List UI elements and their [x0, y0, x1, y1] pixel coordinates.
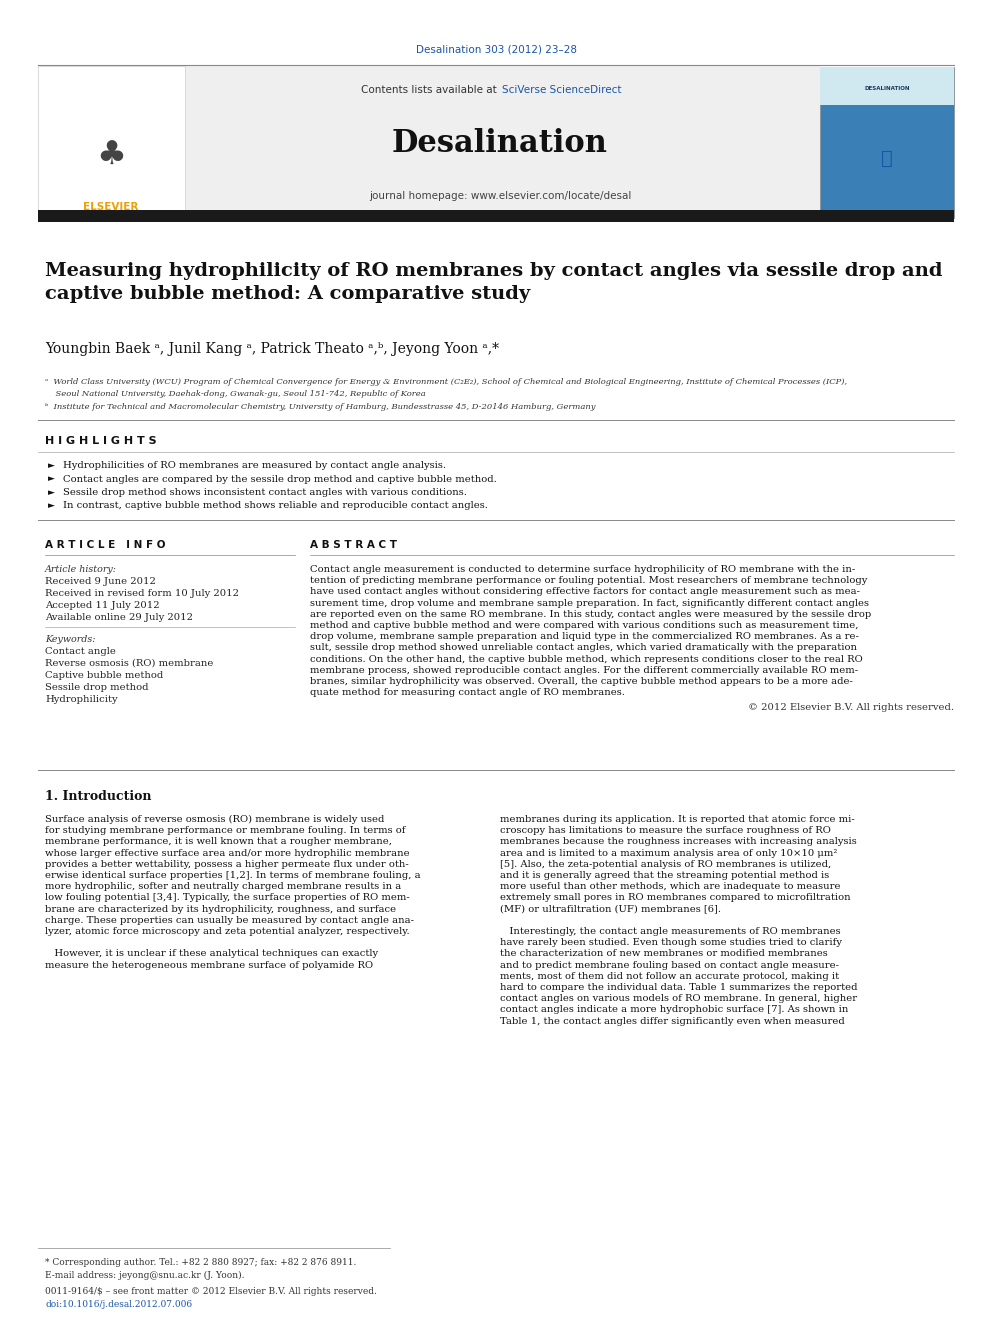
Text: brane are characterized by its hydrophilicity, roughness, and surface: brane are characterized by its hydrophil…	[45, 905, 396, 914]
Text: Table 1, the contact angles differ significantly even when measured: Table 1, the contact angles differ signi…	[500, 1016, 845, 1025]
Text: ♣: ♣	[96, 139, 126, 172]
Text: ►: ►	[48, 475, 55, 483]
Text: more hydrophilic, softer and neutrally charged membrane results in a: more hydrophilic, softer and neutrally c…	[45, 882, 401, 892]
Text: measure the heterogeneous membrane surface of polyamide RO: measure the heterogeneous membrane surfa…	[45, 960, 373, 970]
Text: Youngbin Baek ᵃ, Junil Kang ᵃ, Patrick Theato ᵃ,ᵇ, Jeyong Yoon ᵃ,*: Youngbin Baek ᵃ, Junil Kang ᵃ, Patrick T…	[45, 343, 499, 356]
Text: Seoul National University, Daehak-dong, Gwanak-gu, Seoul 151-742, Republic of Ko: Seoul National University, Daehak-dong, …	[45, 390, 426, 398]
Bar	[820, 67, 954, 105]
Text: quate method for measuring contact angle of RO membranes.: quate method for measuring contact angle…	[310, 688, 625, 697]
Text: Desalination 303 (2012) 23–28: Desalination 303 (2012) 23–28	[416, 45, 576, 56]
Text: (MF) or ultrafiltration (UF) membranes [6].: (MF) or ultrafiltration (UF) membranes […	[500, 905, 721, 914]
Bar	[38, 66, 185, 220]
Bar	[38, 210, 954, 222]
Text: In contrast, captive bubble method shows reliable and reproducible contact angle: In contrast, captive bubble method shows…	[63, 501, 488, 511]
Text: are reported even on the same RO membrane. In this study, contact angles were me: are reported even on the same RO membran…	[310, 610, 871, 619]
Text: membrane process, showed reproducible contact angles. For the different commerci: membrane process, showed reproducible co…	[310, 665, 858, 675]
Bar	[185, 66, 820, 220]
Text: croscopy has limitations to measure the surface roughness of RO: croscopy has limitations to measure the …	[500, 826, 831, 835]
Text: ments, most of them did not follow an accurate protocol, making it: ments, most of them did not follow an ac…	[500, 972, 839, 980]
Text: [5]. Also, the zeta-potential analysis of RO membranes is utilized,: [5]. Also, the zeta-potential analysis o…	[500, 860, 831, 869]
Text: and to predict membrane fouling based on contact angle measure-: and to predict membrane fouling based on…	[500, 960, 839, 970]
Text: Captive bubble method: Captive bubble method	[45, 671, 164, 680]
Text: whose larger effective surface area and/or more hydrophilic membrane: whose larger effective surface area and/…	[45, 848, 410, 857]
Text: ►: ►	[48, 460, 55, 470]
Text: area and is limited to a maximum analysis area of only 10×10 μm²: area and is limited to a maximum analysi…	[500, 848, 837, 857]
Text: tention of predicting membrane performance or fouling potential. Most researcher: tention of predicting membrane performan…	[310, 577, 867, 585]
Text: Received 9 June 2012: Received 9 June 2012	[45, 577, 156, 586]
Text: Hydrophilicity: Hydrophilicity	[45, 695, 118, 704]
Text: Hydrophilicities of RO membranes are measured by contact angle analysis.: Hydrophilicities of RO membranes are mea…	[63, 460, 446, 470]
Text: membrane performance, it is well known that a rougher membrane,: membrane performance, it is well known t…	[45, 837, 392, 847]
Text: hard to compare the individual data. Table 1 summarizes the reported: hard to compare the individual data. Tab…	[500, 983, 857, 992]
Text: Reverse osmosis (RO) membrane: Reverse osmosis (RO) membrane	[45, 659, 213, 668]
Text: membranes during its application. It is reported that atomic force mi-: membranes during its application. It is …	[500, 815, 855, 824]
Text: drop volume, membrane sample preparation and liquid type in the commercialized R: drop volume, membrane sample preparation…	[310, 632, 859, 642]
Text: doi:10.1016/j.desal.2012.07.006: doi:10.1016/j.desal.2012.07.006	[45, 1301, 192, 1308]
Text: A B S T R A C T: A B S T R A C T	[310, 540, 397, 550]
Text: H I G H L I G H T S: H I G H L I G H T S	[45, 437, 157, 446]
Text: Keywords:: Keywords:	[45, 635, 95, 644]
Text: Measuring hydrophilicity of RO membranes by contact angles via sessile drop and
: Measuring hydrophilicity of RO membranes…	[45, 262, 942, 303]
Text: 💧: 💧	[881, 148, 893, 168]
Text: Accepted 11 July 2012: Accepted 11 July 2012	[45, 601, 160, 610]
Text: extremely small pores in RO membranes compared to microfiltration: extremely small pores in RO membranes co…	[500, 893, 850, 902]
Text: Surface analysis of reverse osmosis (RO) membrane is widely used: Surface analysis of reverse osmosis (RO)…	[45, 815, 384, 824]
Text: for studying membrane performance or membrane fouling. In terms of: for studying membrane performance or mem…	[45, 826, 406, 835]
Text: Sessile drop method: Sessile drop method	[45, 683, 149, 692]
Text: ELSEVIER: ELSEVIER	[83, 202, 139, 212]
Text: surement time, drop volume and membrane sample preparation. In fact, significant: surement time, drop volume and membrane …	[310, 598, 869, 607]
Text: contact angles indicate a more hydrophobic surface [7]. As shown in: contact angles indicate a more hydrophob…	[500, 1005, 848, 1015]
Text: membranes because the roughness increases with increasing analysis: membranes because the roughness increase…	[500, 837, 857, 847]
Text: Desalination: Desalination	[392, 128, 608, 160]
Text: However, it is unclear if these analytical techniques can exactly: However, it is unclear if these analytic…	[45, 950, 378, 958]
Text: erwise identical surface properties [1,2]. In terms of membrane fouling, a: erwise identical surface properties [1,2…	[45, 871, 421, 880]
Text: contact angles on various models of RO membrane. In general, higher: contact angles on various models of RO m…	[500, 994, 857, 1003]
Text: have rarely been studied. Even though some studies tried to clarify: have rarely been studied. Even though so…	[500, 938, 842, 947]
Text: sult, sessile drop method showed unreliable contact angles, which varied dramati: sult, sessile drop method showed unrelia…	[310, 643, 857, 652]
Text: provides a better wettability, possess a higher permeate flux under oth-: provides a better wettability, possess a…	[45, 860, 409, 869]
Text: method and captive bubble method and were compared with various conditions such : method and captive bubble method and wer…	[310, 620, 858, 630]
Text: * Corresponding author. Tel.: +82 2 880 8927; fax: +82 2 876 8911.: * Corresponding author. Tel.: +82 2 880 …	[45, 1258, 356, 1267]
Text: Sessile drop method shows inconsistent contact angles with various conditions.: Sessile drop method shows inconsistent c…	[63, 488, 467, 497]
Text: Contact angles are compared by the sessile drop method and captive bubble method: Contact angles are compared by the sessi…	[63, 475, 497, 483]
Text: 0011-9164/$ – see front matter © 2012 Elsevier B.V. All rights reserved.: 0011-9164/$ – see front matter © 2012 El…	[45, 1287, 377, 1297]
Text: SciVerse ScienceDirect: SciVerse ScienceDirect	[502, 85, 622, 95]
Text: Contents lists available at: Contents lists available at	[361, 85, 500, 95]
Text: have used contact angles without considering effective factors for contact angle: have used contact angles without conside…	[310, 587, 860, 597]
Text: Interestingly, the contact angle measurements of RO membranes: Interestingly, the contact angle measure…	[500, 927, 840, 935]
Text: low fouling potential [3,4]. Typically, the surface properties of RO mem-: low fouling potential [3,4]. Typically, …	[45, 893, 410, 902]
Text: conditions. On the other hand, the captive bubble method, which represents condi: conditions. On the other hand, the capti…	[310, 655, 863, 664]
Text: ᵃ  World Class University (WCU) Program of Chemical Convergence for Energy & Env: ᵃ World Class University (WCU) Program o…	[45, 378, 847, 386]
Text: ►: ►	[48, 488, 55, 497]
Text: journal homepage: www.elsevier.com/locate/desal: journal homepage: www.elsevier.com/locat…	[369, 191, 631, 201]
Text: Available online 29 July 2012: Available online 29 July 2012	[45, 613, 193, 622]
Text: more useful than other methods, which are inadequate to measure: more useful than other methods, which ar…	[500, 882, 840, 892]
Text: 1. Introduction: 1. Introduction	[45, 790, 152, 803]
Text: ►: ►	[48, 501, 55, 511]
Text: ᵇ  Institute for Technical and Macromolecular Chemistry, University of Hamburg, : ᵇ Institute for Technical and Macromolec…	[45, 404, 595, 411]
Text: Received in revised form 10 July 2012: Received in revised form 10 July 2012	[45, 589, 239, 598]
Text: charge. These properties can usually be measured by contact angle ana-: charge. These properties can usually be …	[45, 916, 414, 925]
Text: © 2012 Elsevier B.V. All rights reserved.: © 2012 Elsevier B.V. All rights reserved…	[748, 704, 954, 712]
Text: Contact angle measurement is conducted to determine surface hydrophilicity of RO: Contact angle measurement is conducted t…	[310, 565, 855, 574]
Text: DESALINATION: DESALINATION	[864, 86, 910, 90]
Text: Contact angle: Contact angle	[45, 647, 116, 656]
Text: E-mail address: jeyong@snu.ac.kr (J. Yoon).: E-mail address: jeyong@snu.ac.kr (J. Yoo…	[45, 1271, 244, 1281]
Text: the characterization of new membranes or modified membranes: the characterization of new membranes or…	[500, 950, 827, 958]
Text: Article history:: Article history:	[45, 565, 117, 574]
Text: A R T I C L E   I N F O: A R T I C L E I N F O	[45, 540, 166, 550]
Text: and it is generally agreed that the streaming potential method is: and it is generally agreed that the stre…	[500, 871, 829, 880]
Text: branes, similar hydrophilicity was observed. Overall, the captive bubble method : branes, similar hydrophilicity was obser…	[310, 677, 853, 687]
Bar	[820, 67, 954, 218]
Text: lyzer, atomic force microscopy and zeta potential analyzer, respectively.: lyzer, atomic force microscopy and zeta …	[45, 927, 410, 935]
